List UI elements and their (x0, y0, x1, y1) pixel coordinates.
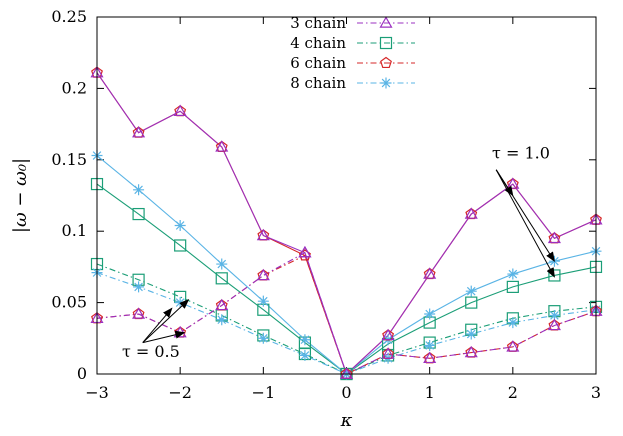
data-point (256, 228, 270, 241)
data-point (339, 367, 354, 379)
data-point (507, 268, 519, 280)
x-tick-label: 0 (341, 383, 351, 402)
annotation-arrow (142, 307, 173, 343)
annotation-label: τ = 0.5 (122, 342, 180, 361)
legend-label: 4 chain (290, 34, 346, 52)
data-point (216, 314, 228, 326)
y-tick-label: 0 (77, 364, 87, 383)
data-point (216, 258, 228, 270)
data-point (256, 268, 270, 281)
data-point (506, 340, 520, 352)
data-point (423, 351, 437, 364)
data-point (298, 245, 312, 258)
y-tick-label: 0.2 (62, 78, 87, 97)
y-axis-label: |ω − ω₀| (10, 158, 31, 233)
data-point (174, 219, 186, 231)
data-point (465, 285, 477, 297)
data-point (132, 207, 145, 221)
data-point (547, 318, 561, 331)
legend-label: 3 chain (290, 14, 346, 32)
legend-label: 6 chain (290, 54, 346, 72)
data-point (299, 349, 311, 361)
data-point (257, 332, 269, 344)
data-point (464, 207, 478, 219)
data-point (174, 326, 187, 338)
data-point (381, 328, 395, 341)
data-point (257, 269, 270, 281)
data-point (381, 347, 395, 359)
y-tick-label: 0.05 (51, 293, 87, 312)
annotation-arrow (495, 169, 555, 278)
data-point (465, 296, 478, 309)
data-point (174, 297, 186, 309)
y-tick-label: 0.1 (62, 221, 87, 240)
data-point (257, 295, 269, 307)
data-point (548, 309, 560, 321)
data-point (173, 104, 187, 116)
data-point (215, 140, 229, 152)
x-tick-label: −2 (168, 383, 192, 402)
series-line (96, 72, 597, 375)
x-tick-label: 1 (425, 383, 435, 402)
legend-marker (379, 36, 393, 50)
x-axis-label: κ (340, 410, 353, 431)
x-tick-label: −1 (252, 383, 276, 402)
data-point (215, 272, 228, 285)
legend-label: 8 chain (290, 74, 346, 92)
data-point (298, 249, 311, 261)
data-point (174, 239, 187, 252)
data-point (133, 281, 145, 293)
legend: 3 chain 4 chain 6 chain 8 chain (290, 14, 415, 92)
data-point (506, 280, 519, 293)
x-tick-label: 3 (591, 383, 601, 402)
data-point (132, 125, 146, 138)
data-point (464, 345, 478, 358)
data-point (215, 298, 229, 311)
annotations: τ = 1.0 τ = 0.5 (122, 143, 555, 361)
data-point (423, 267, 437, 279)
data-point (507, 317, 519, 329)
data-point (133, 184, 145, 196)
plot-frame (96, 16, 597, 375)
x-tick-label: 2 (508, 383, 518, 402)
data-point (132, 307, 146, 319)
series-line (96, 72, 597, 375)
data-point (424, 339, 436, 351)
axis-ticks: −3 −2 −1 0 1 2 3 0 0.05 0.1 0.15 0.2 0.25 (51, 7, 601, 402)
data-point (299, 334, 311, 346)
data-point (547, 231, 561, 244)
annotation-arrow (495, 169, 555, 263)
x-tick-label: −3 (85, 383, 109, 402)
plot-lines (96, 72, 597, 375)
annotation-arrow (142, 330, 186, 344)
annotation-arrow (142, 299, 190, 343)
plot-markers (90, 65, 603, 381)
annotation-label: τ = 1.0 (492, 143, 550, 162)
legend-marker (379, 16, 393, 28)
y-tick-label: 0.15 (51, 150, 87, 169)
legend-marker (380, 77, 392, 89)
legend-marker (380, 56, 392, 69)
series-line (96, 251, 597, 375)
y-tick-label: 0.25 (51, 7, 87, 26)
data-point (465, 328, 477, 340)
data-point (424, 308, 436, 320)
